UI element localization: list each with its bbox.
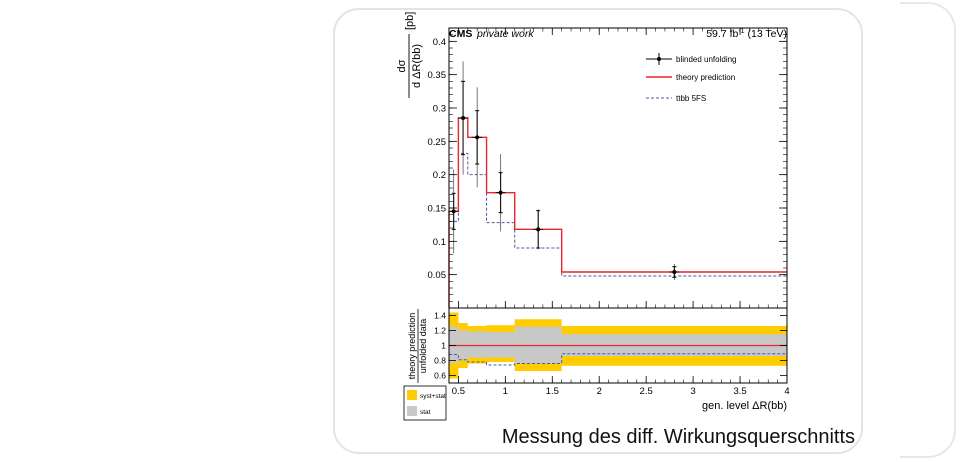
xtick-label: 3.5 xyxy=(733,386,746,397)
stat-band xyxy=(486,332,515,358)
upper-ytick-label: 0.25 xyxy=(428,137,447,148)
lower-ylabel-numerator: theory prediction xyxy=(407,313,417,380)
upper-ytick-label: 0.3 xyxy=(433,104,446,115)
upper-ytick-label: 0.4 xyxy=(433,37,446,48)
header-luminosity: 59.7 fb-1 (13 TeV) xyxy=(706,28,787,40)
lower-ytick-label: 1.2 xyxy=(434,326,446,336)
ratio-ttbb-line xyxy=(449,353,787,366)
data-point xyxy=(498,190,503,195)
slide-caption: Messung des diff. Wirkungsquerschnitts xyxy=(501,426,855,448)
lower-panel: 0.5 1 1.5 2 2.5 3 3.5 4 0.6 0.8 1 1.2 1.4 xyxy=(434,307,790,397)
upper-ytick-label: 0.35 xyxy=(428,70,447,81)
upper-ytick-label: 0.15 xyxy=(428,204,447,215)
xtick-label: 2 xyxy=(597,386,602,397)
lower-ylabel: theory prediction unfolded data xyxy=(407,309,428,383)
lower-legend: syst+stat stat xyxy=(403,385,447,421)
xtick-label: 0.5 xyxy=(452,386,465,397)
legend-stat-label: stat xyxy=(420,409,431,416)
header-luminosity-value: 59.7 fb xyxy=(706,28,738,40)
lower-ylabel-denominator: unfolded data xyxy=(418,319,428,374)
lower-ytick-label: 0.8 xyxy=(434,356,446,366)
legend-data-label: blinded unfolding xyxy=(676,55,737,64)
slide-frame-back xyxy=(900,2,956,458)
legend-theory-label: theory prediction xyxy=(676,73,735,82)
upper-ylabel: dσ d ΔR(bb) [pb] xyxy=(396,12,423,98)
stat-band xyxy=(467,331,487,358)
data-point xyxy=(475,135,480,140)
legend-syst-stat-label: syst+stat xyxy=(420,393,446,400)
upper-ylabel-denominator: d ΔR(bb) xyxy=(411,44,423,88)
legend-data-marker xyxy=(657,57,661,61)
slide-frame xyxy=(333,8,863,454)
data-point xyxy=(536,227,541,232)
legend-syst-stat-swatch xyxy=(407,390,417,400)
lower-ytick-label: 1.4 xyxy=(434,311,446,321)
upper-legend: blinded unfolding theory prediction ttbb… xyxy=(646,53,737,103)
xtick-label: 4 xyxy=(784,386,789,397)
upper-ytick-label: 0.2 xyxy=(433,170,446,181)
data-point xyxy=(461,116,466,120)
upper-ytick-label: 0.1 xyxy=(433,237,446,248)
lower-ytick-label: 0.6 xyxy=(434,371,446,381)
header-luminosity-exponent: -1 xyxy=(738,28,744,35)
xaxis-label: gen. level ΔR(bb) xyxy=(702,400,787,412)
stat-band xyxy=(449,326,459,363)
lower-ytick-label: 1 xyxy=(441,341,446,351)
upper-ytick-label: 0.05 xyxy=(428,270,447,281)
data-point xyxy=(451,209,456,214)
xtick-label: 3 xyxy=(690,386,695,397)
legend-ttbb-label: ttbb 5FS xyxy=(676,94,706,103)
data-point xyxy=(672,270,677,274)
xtick-label: 1 xyxy=(503,386,508,397)
upper-ylabel-numerator: dσ xyxy=(396,59,408,72)
upper-ylabel-unit: [pb] xyxy=(404,12,416,30)
legend-stat-swatch xyxy=(407,406,417,416)
header-energy: (13 TeV) xyxy=(748,28,788,40)
header-experiment: CMS xyxy=(449,28,472,40)
xtick-label: 2.5 xyxy=(640,386,653,397)
xtick-label: 1.5 xyxy=(546,386,559,397)
